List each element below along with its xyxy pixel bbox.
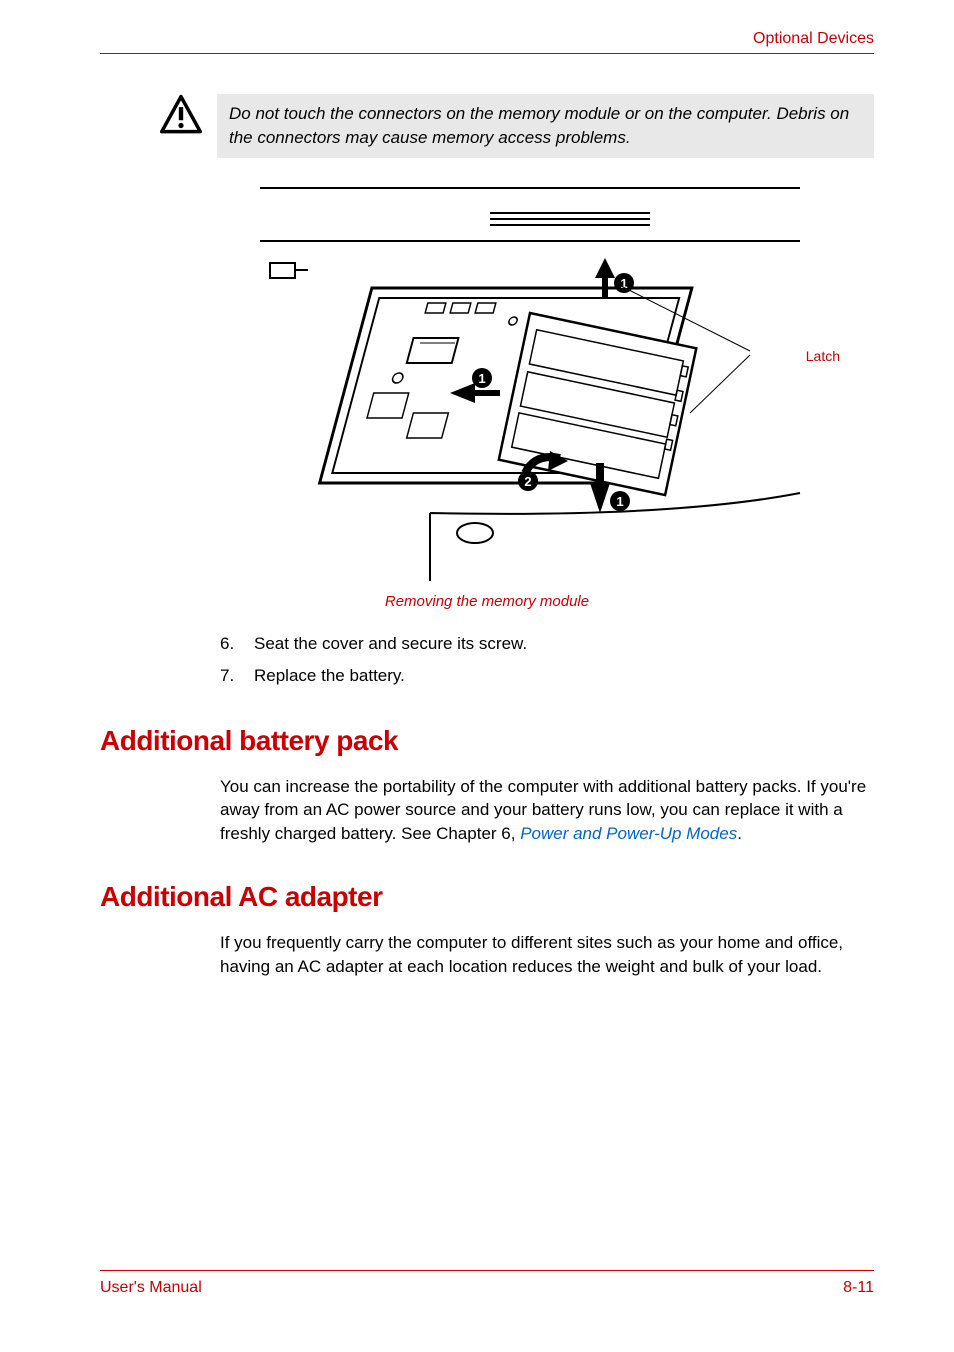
step-item: 7. Replace the battery.	[220, 662, 874, 690]
header-section-name: Optional Devices	[100, 30, 874, 48]
step-number: 6.	[220, 630, 242, 658]
footer-left: User's Manual	[100, 1279, 202, 1297]
body-text-suffix: .	[737, 824, 742, 843]
step-number: 7.	[220, 662, 242, 690]
step-text: Replace the battery.	[254, 662, 405, 690]
warning-box: Do not touch the connectors on the memor…	[160, 94, 874, 158]
step-list: 6. Seat the cover and secure its screw. …	[220, 630, 874, 690]
link-power-modes[interactable]: Power and Power-Up Modes	[520, 824, 737, 843]
svg-text:2: 2	[524, 474, 531, 489]
warning-text: Do not touch the connectors on the memor…	[217, 94, 874, 158]
body-text-prefix: If you frequently carry the computer to …	[220, 933, 843, 976]
heading-battery-pack: Additional battery pack	[100, 725, 874, 757]
footer-page-number: 8-11	[843, 1279, 874, 1297]
figure-diagram: 1 1 2 1	[250, 183, 810, 583]
header-rule	[100, 53, 874, 54]
figure-memory-module: 1 1 2 1 Latch	[250, 183, 810, 583]
page-footer: User's Manual 8-11	[100, 1270, 874, 1297]
figure-label-latch: Latch	[806, 348, 840, 364]
heading-ac-adapter: Additional AC adapter	[100, 881, 874, 913]
step-text: Seat the cover and secure its screw.	[254, 630, 527, 658]
svg-text:1: 1	[616, 494, 623, 509]
footer-rule	[100, 1270, 874, 1271]
body-battery-pack: You can increase the portability of the …	[220, 775, 874, 846]
step-item: 6. Seat the cover and secure its screw.	[220, 630, 874, 658]
svg-text:1: 1	[478, 371, 485, 386]
figure-caption: Removing the memory module	[100, 593, 874, 610]
body-ac-adapter: If you frequently carry the computer to …	[220, 931, 874, 979]
warning-icon	[160, 94, 202, 136]
